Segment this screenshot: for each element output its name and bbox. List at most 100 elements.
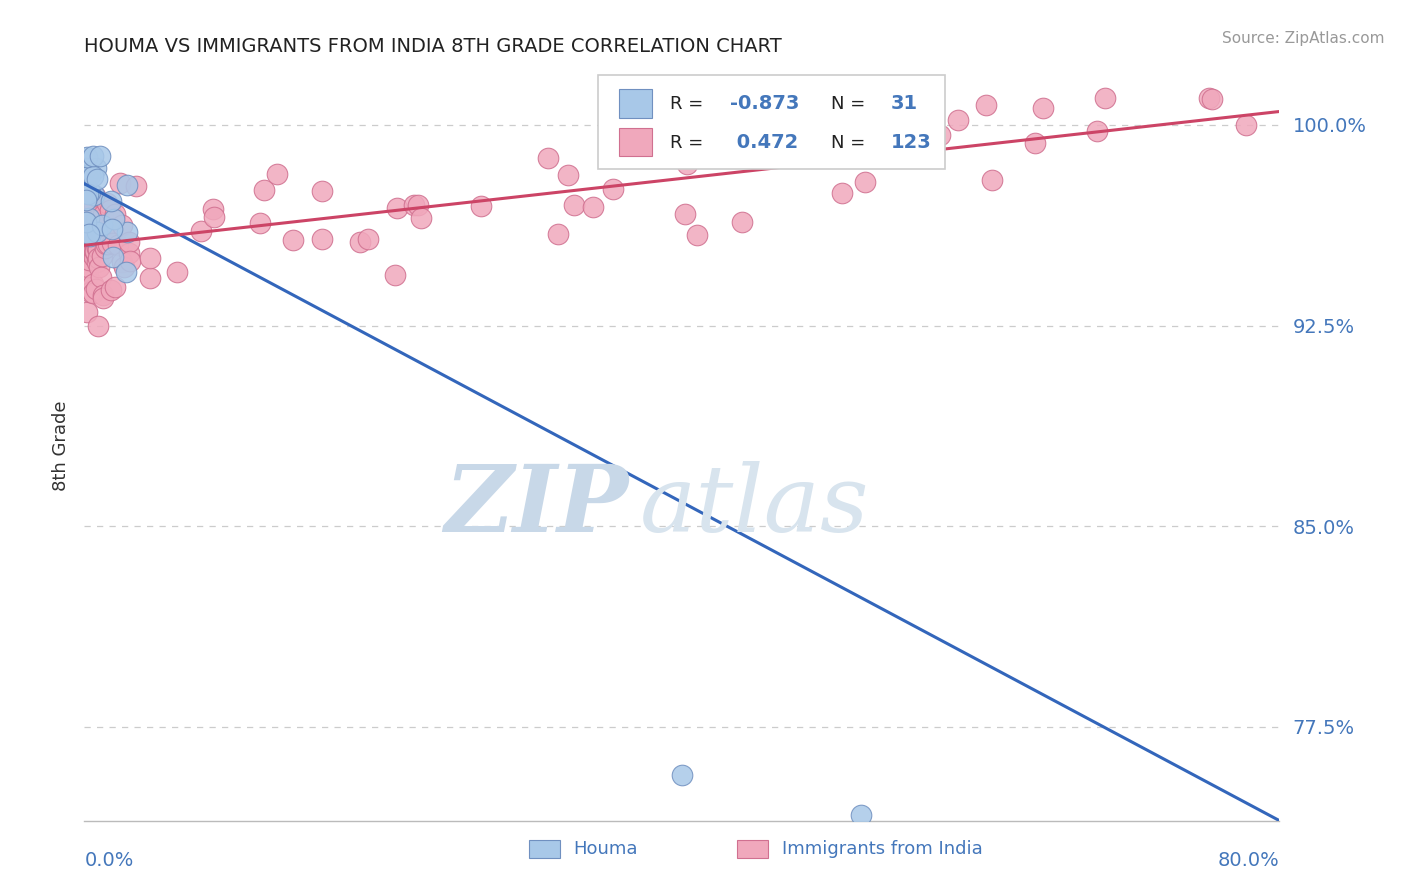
Point <box>91 208 114 222</box>
Point <box>76 169 98 183</box>
Point <box>111 255 134 269</box>
Point <box>249 215 271 229</box>
Point <box>84 219 107 234</box>
Bar <box>529 840 560 858</box>
Point <box>82 244 104 259</box>
Point <box>94 237 117 252</box>
Point <box>91 288 114 302</box>
Text: N =: N = <box>831 95 872 112</box>
Point <box>75 191 97 205</box>
Point <box>75 193 97 207</box>
Point <box>1094 91 1116 105</box>
Point <box>76 212 98 227</box>
Point <box>75 207 97 221</box>
Point <box>82 149 104 163</box>
Point <box>83 245 105 260</box>
Text: Source: ZipAtlas.com: Source: ZipAtlas.com <box>1222 31 1385 46</box>
Point <box>853 175 876 189</box>
Point <box>112 260 135 275</box>
Point <box>125 178 148 193</box>
Point <box>409 211 432 225</box>
Point <box>266 168 288 182</box>
Point <box>75 250 97 264</box>
Text: Immigrants from India: Immigrants from India <box>782 840 983 858</box>
Point <box>1032 102 1054 116</box>
Point <box>79 222 101 236</box>
Point <box>76 268 98 283</box>
Point <box>90 249 112 263</box>
Point <box>84 189 107 203</box>
Point <box>77 165 100 179</box>
Text: atlas: atlas <box>640 461 869 551</box>
Point <box>87 260 110 275</box>
Point <box>974 97 997 112</box>
Point <box>94 229 117 244</box>
Point <box>676 157 699 171</box>
Point <box>82 169 104 183</box>
Point <box>75 221 97 235</box>
Point <box>79 285 101 300</box>
Point <box>118 245 141 260</box>
Point <box>79 190 101 204</box>
Point <box>83 197 105 211</box>
Point <box>93 227 115 241</box>
Point <box>311 232 333 246</box>
Point <box>311 184 333 198</box>
Point <box>80 194 103 209</box>
Point <box>86 255 108 269</box>
Point <box>98 202 121 217</box>
Point <box>138 271 160 285</box>
Point <box>86 242 108 256</box>
Point <box>77 253 100 268</box>
Point <box>84 244 107 258</box>
Point <box>686 228 709 243</box>
Point <box>82 277 104 291</box>
Point <box>117 178 139 193</box>
Point <box>77 231 100 245</box>
Point <box>75 250 97 264</box>
Point <box>101 250 124 264</box>
Point <box>79 168 101 182</box>
Point <box>557 168 579 182</box>
Point <box>115 225 138 239</box>
Point <box>82 227 104 241</box>
Point <box>91 219 114 233</box>
Point <box>1024 136 1046 151</box>
Text: Houma: Houma <box>574 840 638 858</box>
Point <box>202 202 225 216</box>
Text: 0.0%: 0.0% <box>84 851 134 870</box>
Bar <box>619 89 652 118</box>
Point <box>107 237 129 252</box>
Point <box>202 210 225 224</box>
Text: 0.472: 0.472 <box>730 133 799 152</box>
Point <box>283 233 305 247</box>
Y-axis label: 8th Grade: 8th Grade <box>52 401 70 491</box>
Text: 80.0%: 80.0% <box>1218 851 1279 870</box>
Point <box>76 305 98 319</box>
Point <box>80 246 103 260</box>
Point <box>87 319 110 334</box>
Point <box>1234 118 1257 132</box>
Point <box>89 149 111 163</box>
Point <box>77 222 100 236</box>
Point <box>101 235 124 250</box>
Point <box>82 285 104 300</box>
Point <box>406 198 429 212</box>
Point <box>75 187 97 202</box>
Point <box>87 252 110 266</box>
Point <box>79 185 101 199</box>
Point <box>77 211 100 225</box>
Point <box>75 215 97 229</box>
Point <box>75 252 97 266</box>
Point <box>547 227 569 241</box>
Point <box>77 260 100 274</box>
Point <box>166 265 188 279</box>
Point <box>86 241 108 255</box>
Point <box>83 251 105 265</box>
Point <box>103 212 125 227</box>
Point <box>562 198 585 212</box>
Point <box>582 200 605 214</box>
Point <box>96 196 118 211</box>
Point <box>602 182 624 196</box>
Point <box>79 239 101 253</box>
